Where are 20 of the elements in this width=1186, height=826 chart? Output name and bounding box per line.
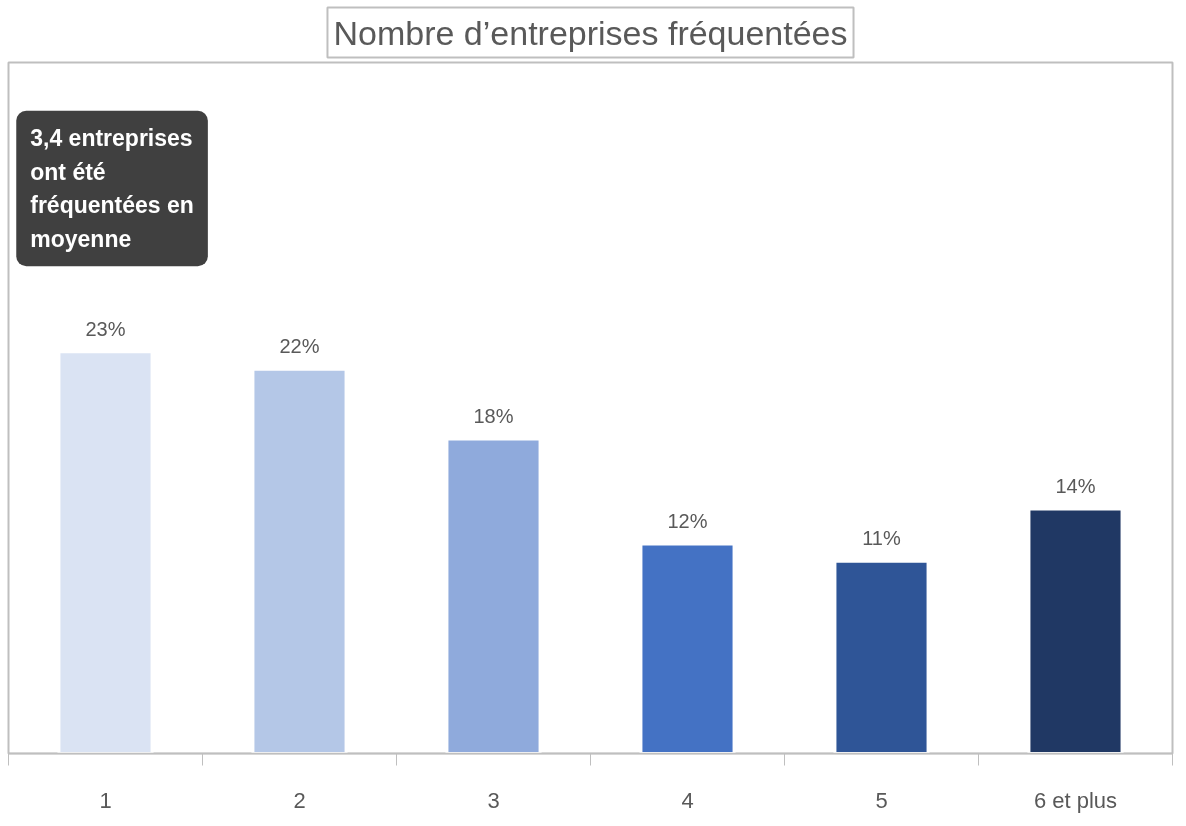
x-tick-label: 4 bbox=[681, 787, 694, 813]
x-tick-label: 3 bbox=[487, 787, 500, 813]
bar bbox=[251, 367, 348, 754]
chart-title: Nombre d’entreprises fréquentées bbox=[333, 13, 848, 52]
text: 3,4 entreprises ont été fréquentées en moyenne bbox=[30, 124, 194, 253]
data-label: 18% bbox=[473, 405, 514, 428]
data-label: 23% bbox=[85, 317, 126, 340]
bar bbox=[445, 437, 542, 754]
x-tick-label: 2 bbox=[293, 787, 306, 813]
bar bbox=[57, 350, 154, 754]
bar bbox=[1027, 507, 1124, 754]
data-label: 11% bbox=[862, 527, 901, 550]
x-tick-label: 1 bbox=[99, 787, 112, 813]
bar bbox=[639, 542, 736, 754]
x-tick-label: 5 bbox=[875, 787, 888, 813]
data-label: 22% bbox=[279, 335, 320, 358]
x-tick-label: 6 et plus bbox=[1033, 787, 1118, 813]
bar bbox=[833, 559, 930, 754]
data-label: 12% bbox=[667, 509, 708, 532]
data-label: 14% bbox=[1055, 474, 1096, 497]
